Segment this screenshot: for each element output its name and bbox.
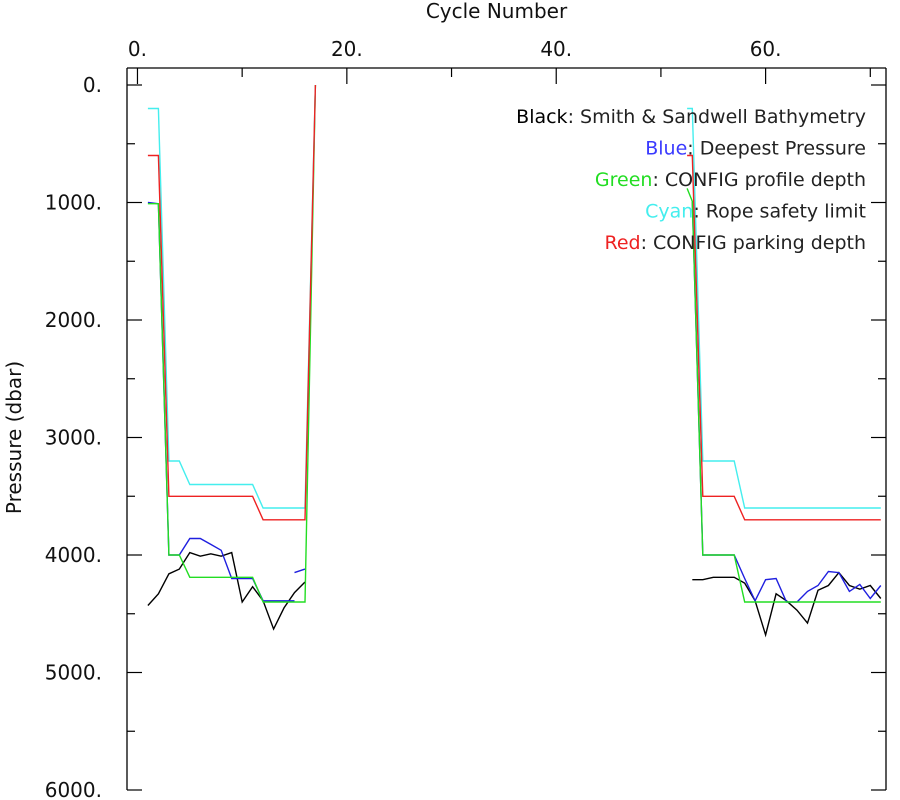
legend: Black: Smith & Sandwell BathymetryBlue: …	[516, 106, 866, 254]
x-tick-label: 40.	[540, 37, 572, 61]
y-tick-label: 4000.	[45, 543, 102, 567]
legend-description: : Smith & Sandwell Bathymetry	[568, 106, 866, 128]
y-tick-label: 2000.	[45, 308, 102, 332]
x-tick-label: 0.	[128, 37, 147, 61]
legend-color-key: Black	[516, 106, 567, 128]
series-2-line-segment	[147, 84, 317, 603]
y-tick-label: 6000.	[45, 778, 102, 800]
legend-description: : Deepest Pressure	[687, 138, 866, 160]
y-tick-label: 3000.	[45, 426, 102, 450]
legend-entry: Black: Smith & Sandwell Bathymetry	[516, 106, 866, 128]
x-tick-label: 60.	[750, 37, 782, 61]
x-axis-title: Cycle Number	[426, 0, 568, 23]
series-1-line-segment	[294, 568, 306, 574]
series-4-line-segment	[687, 154, 881, 521]
series-1-line-segment	[147, 201, 295, 602]
axes-group	[126, 67, 887, 790]
ticks-group	[127, 68, 886, 791]
legend-entry: Red: CONFIG parking depth	[604, 232, 866, 254]
legend-description: : CONFIG profile depth	[652, 169, 866, 191]
series-0-line-segment	[147, 551, 306, 631]
y-axis-title: Pressure (dbar)	[2, 361, 26, 514]
legend-color-key: Red	[604, 232, 640, 254]
y-tick-label: 5000.	[45, 661, 102, 685]
y-tick-label: 1000.	[45, 191, 102, 215]
y-tick-label: 0.	[83, 73, 102, 97]
series-3-line-segment	[687, 107, 881, 509]
series-3-line-segment	[147, 84, 317, 509]
series-0-line-segment	[692, 571, 882, 638]
series-group	[147, 84, 882, 638]
legend-entry: Green: CONFIG profile depth	[595, 169, 866, 191]
legend-color-key: Cyan	[645, 201, 693, 223]
tick-labels-group: 0. 20. 40. 60. 0. 1000. 2000. 3000. 4000. 5000. 60…	[45, 37, 782, 800]
legend-color-key: Blue	[645, 138, 687, 160]
series-2-line-segment	[686, 188, 881, 603]
legend-description: : Rope safety limit	[693, 201, 866, 223]
x-tick-label: 20.	[331, 37, 363, 61]
legend-color-key: Green	[595, 169, 653, 191]
series-1-line-segment	[691, 201, 882, 603]
legend-entry: Cyan: Rope safety limit	[645, 201, 866, 223]
series-4-line-segment	[147, 84, 317, 521]
legend-entry: Blue: Deepest Pressure	[645, 138, 866, 160]
legend-description: : CONFIG parking depth	[641, 232, 866, 254]
